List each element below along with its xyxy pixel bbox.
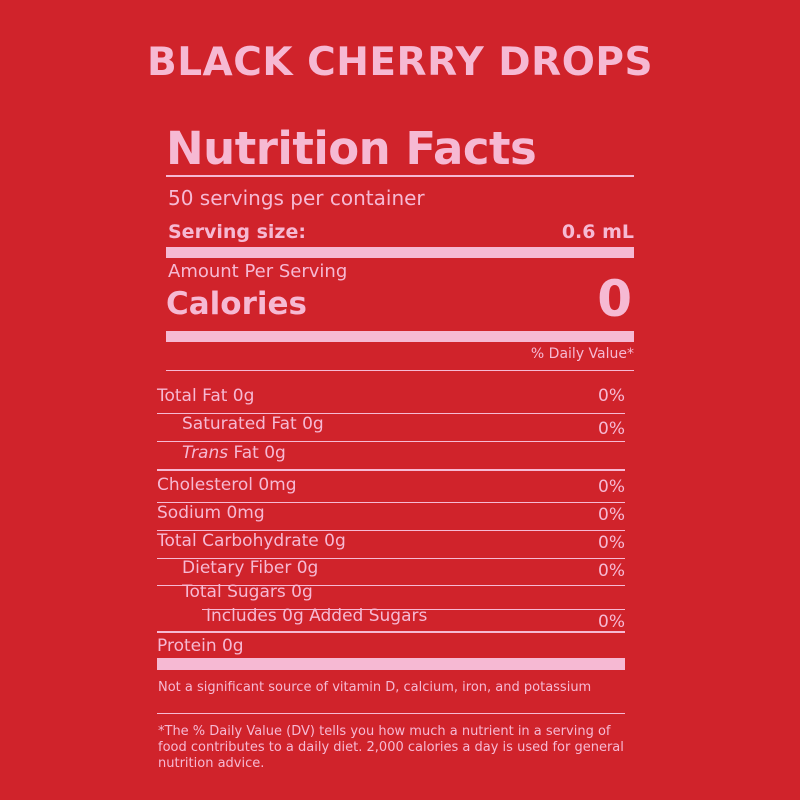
daily-value-footnote: *The % Daily Value (DV) tells you how mu… (158, 724, 624, 771)
serving-size-value: 0.6 mL (561, 221, 634, 243)
nutrient-row-protein: Protein 0g (157, 636, 625, 658)
nutrient-label: Total Fat 0g (157, 386, 255, 406)
nutrient-dv: 0% (598, 561, 625, 581)
row-divider (202, 609, 625, 610)
nutrient-row-total-sugars: Total Sugars 0g (157, 582, 625, 610)
nutrient-row-total-fat: Total Fat 0g 0% (157, 386, 625, 414)
nutrient-label: Dietary Fiber 0g (182, 558, 319, 578)
nutrient-dv: 0% (598, 419, 625, 439)
nutrient-label: Includes 0g Added Sugars (206, 606, 428, 626)
nutrient-dv: 0% (598, 612, 625, 632)
nutrient-row-trans-fat: Trans Fat 0g (157, 443, 625, 471)
heading-rule (166, 175, 634, 177)
nutrient-dv: 0% (598, 533, 625, 553)
row-divider (157, 441, 625, 442)
thick-rule-calories (166, 331, 634, 342)
nutrient-row-dietary-fiber: Dietary Fiber 0g 0% (157, 558, 625, 586)
row-divider (157, 631, 625, 633)
calories-label: Calories (166, 286, 307, 322)
nutrient-dv: 0% (598, 505, 625, 525)
calories-value: 0 (597, 270, 632, 328)
nutrient-label: Saturated Fat 0g (182, 414, 324, 434)
serving-size-label: Serving size: (168, 221, 306, 243)
product-title: BLACK CHERRY DROPS (146, 40, 654, 85)
row-divider (157, 558, 625, 559)
row-divider (157, 469, 625, 471)
row-divider (157, 502, 625, 503)
nutrition-facts-heading: Nutrition Facts (166, 122, 537, 175)
nutrient-label: Trans Fat 0g (182, 443, 286, 463)
thick-rule-serving (166, 247, 634, 258)
amount-per-serving: Amount Per Serving (168, 261, 348, 282)
dv-rule (166, 370, 634, 371)
footnote-rule (157, 713, 625, 714)
nutrient-row-total-carbohydrate: Total Carbohydrate 0g 0% (157, 531, 625, 559)
trans-rest: Fat 0g (228, 443, 286, 463)
trans-italic: Trans (182, 443, 229, 463)
vitamins-footnote: Not a significant source of vitamin D, c… (158, 680, 592, 695)
nutrient-label: Sodium 0mg (157, 503, 265, 523)
servings-per-container: 50 servings per container (168, 186, 425, 210)
row-divider (157, 413, 625, 414)
nutrient-dv: 0% (598, 386, 625, 406)
row-divider (157, 585, 625, 586)
thick-rule-protein (157, 658, 625, 670)
nutrient-label: Total Sugars 0g (182, 582, 313, 602)
nutrient-row-saturated-fat: Saturated Fat 0g 0% (157, 414, 625, 442)
nutrient-label: Total Carbohydrate 0g (157, 531, 346, 551)
nutrient-dv: 0% (598, 477, 625, 497)
nutrient-label: Protein 0g (157, 636, 244, 656)
nutrient-label: Cholesterol 0mg (157, 475, 297, 495)
nutrient-row-sodium: Sodium 0mg 0% (157, 503, 625, 531)
nutrient-row-cholesterol: Cholesterol 0mg 0% (157, 475, 625, 503)
daily-value-header: % Daily Value* (530, 346, 634, 362)
nutrient-row-added-sugars: Includes 0g Added Sugars 0% (157, 606, 625, 633)
row-divider (157, 530, 625, 531)
